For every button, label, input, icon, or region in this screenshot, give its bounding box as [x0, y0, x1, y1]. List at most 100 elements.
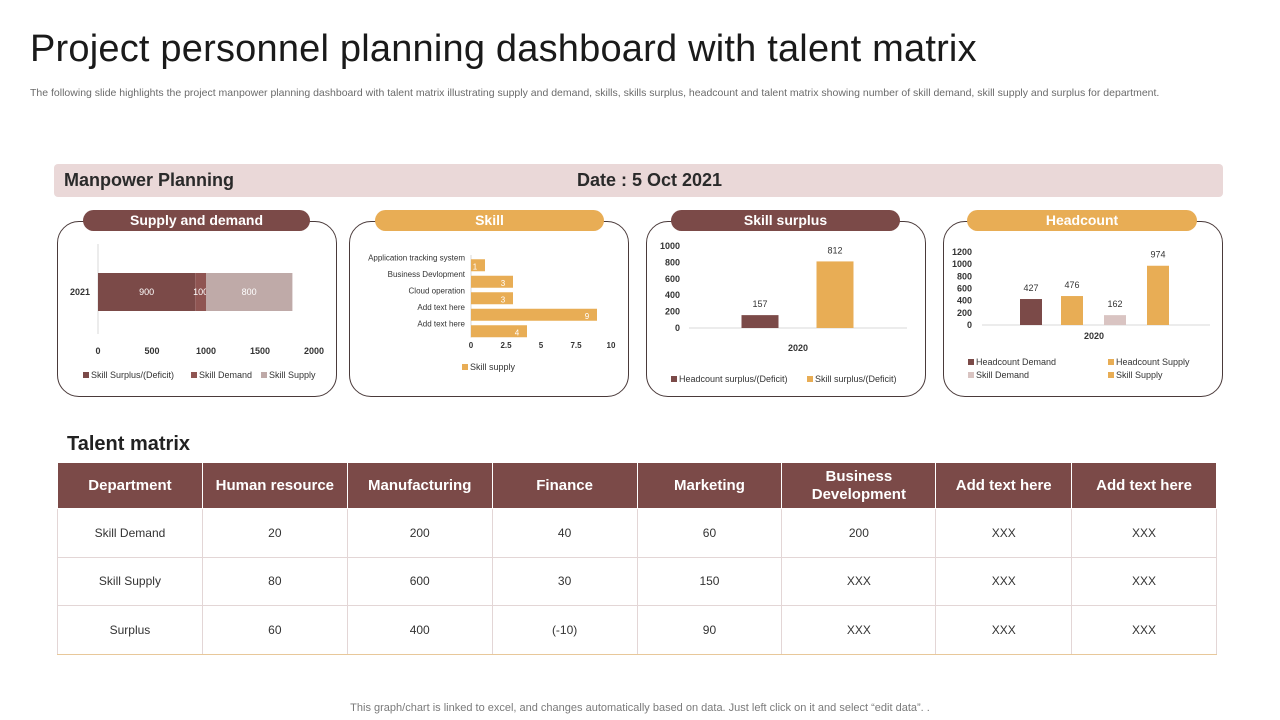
legend-label: Headcount Supply — [1116, 357, 1190, 367]
data-label: 3 — [501, 279, 506, 288]
table-cell: Surplus — [57, 605, 203, 655]
header-cell: Manufacturing — [346, 462, 493, 509]
talent-matrix-table: Department Human resource Manufacturing … — [57, 462, 1217, 655]
legend-swatch — [1108, 359, 1114, 365]
table-row: Surplus 60 400 (-10) 90 XXX XXX XXX — [57, 605, 1217, 655]
y-tick-label: 400 — [665, 290, 680, 300]
table-cell: 90 — [636, 605, 783, 655]
supply-demand-chart[interactable]: 2021 900 100 800 0 500 1000 1500 2000 Skill Surpl… — [58, 222, 338, 398]
supply-demand-panel: 2021 900 100 800 0 500 1000 1500 2000 Skill Surpl… — [57, 221, 337, 397]
legend-label: Skill Demand — [976, 370, 1029, 380]
x-tick-label: 2.5 — [500, 341, 512, 350]
data-label: 812 — [827, 245, 842, 255]
table-cell: 600 — [346, 556, 493, 606]
table-row: Skill Demand 20 200 40 60 200 XXX XXX — [57, 508, 1217, 558]
bar — [471, 275, 513, 288]
x-tick-label: 1000 — [196, 346, 216, 356]
legend-label: Headcount Demand — [976, 357, 1056, 367]
bar — [471, 325, 527, 338]
bar — [206, 273, 293, 311]
skill-surplus-chart[interactable]: 0 200 400 600 800 1000 157 812 2020 Headcount sur… — [647, 222, 927, 398]
x-tick-label: 2020 — [788, 343, 808, 353]
page-title: Project personnel planning dashboard wit… — [30, 28, 977, 70]
legend-swatch — [83, 372, 89, 378]
manpower-banner: Manpower Planning Date : 5 Oct 2021 — [54, 164, 1223, 197]
legend-swatch — [807, 376, 813, 382]
y-tick-label: 1000 — [952, 259, 972, 269]
bar — [471, 259, 485, 272]
table-cell: (-10) — [491, 605, 638, 655]
table-cell: XXX — [935, 605, 1073, 655]
data-label: 162 — [1107, 299, 1122, 309]
banner-heading: Manpower Planning — [64, 170, 235, 190]
x-tick-label: 7.5 — [570, 341, 582, 350]
table-cell: Skill Demand — [57, 508, 203, 558]
data-label: 974 — [1150, 250, 1165, 260]
legend-label: Skill Demand — [199, 370, 252, 380]
y-tick-label: 600 — [957, 284, 972, 294]
legend-swatch — [671, 376, 677, 382]
headcount-chart[interactable]: 0 200 400 600 800 1000 1200 427 476 162 974 2020 Hea… — [944, 222, 1224, 398]
table-cell: 30 — [491, 556, 638, 606]
category-label: Business Devlopment — [388, 270, 466, 279]
table-header-row: Department Human resource Manufacturing … — [57, 462, 1217, 509]
y-tick-label: 400 — [957, 296, 972, 306]
bar — [816, 261, 854, 328]
banner-date: Date : 5 Oct 2021 — [577, 170, 723, 190]
table-cell: 200 — [346, 508, 493, 558]
bar — [98, 273, 196, 311]
bar — [1061, 296, 1083, 325]
bar — [471, 292, 513, 305]
legend-label: Headcount surplus/(Deficit) — [679, 374, 788, 384]
table-row: Skill Supply 80 600 30 150 XXX XXX XXX — [57, 556, 1217, 606]
table-cell: XXX — [935, 508, 1073, 558]
table-cell: 400 — [346, 605, 493, 655]
table-cell: 200 — [781, 508, 937, 558]
table-cell: XXX — [1071, 605, 1217, 655]
table-cell: XXX — [1071, 508, 1217, 558]
skill-surplus-panel: 0 200 400 600 800 1000 157 812 2020 Headcount sur… — [646, 221, 926, 397]
header-cell: Add text here — [1071, 462, 1217, 509]
y-tick-label: 200 — [957, 308, 972, 318]
header-cell: Department — [57, 462, 203, 509]
data-label: 800 — [242, 287, 257, 297]
y-tick-label: 800 — [957, 271, 972, 281]
legend-swatch — [1108, 372, 1114, 378]
table-cell: Skill Supply — [57, 556, 203, 606]
data-label: 476 — [1064, 280, 1079, 290]
bar — [1147, 265, 1169, 325]
legend-label: Skill Surplus/(Deficit) — [91, 370, 174, 380]
data-label: 427 — [1023, 283, 1038, 293]
category-label: Application tracking system — [368, 253, 465, 262]
y-tick-label: 200 — [665, 307, 680, 317]
table-cell: XXX — [781, 556, 937, 606]
category-label: Add text here — [417, 319, 465, 328]
legend-swatch — [261, 372, 267, 378]
page-subtitle: The following slide highlights the proje… — [30, 87, 1160, 99]
headcount-panel: 0 200 400 600 800 1000 1200 427 476 162 974 2020 Hea… — [943, 221, 1223, 397]
legend-swatch — [191, 372, 197, 378]
legend-swatch — [462, 364, 468, 370]
data-label: 157 — [752, 299, 767, 309]
legend-label: Skill surplus/(Deficit) — [815, 374, 897, 384]
header-cell: Finance — [491, 462, 638, 509]
y-tick-label: 800 — [665, 257, 680, 267]
table-cell: XXX — [935, 556, 1073, 606]
bar — [471, 308, 597, 321]
table-cell: XXX — [1071, 556, 1217, 606]
headcount-pill: Headcount — [967, 210, 1197, 231]
skill-chart[interactable]: Application tracking system 1 Business Dev… — [350, 222, 630, 398]
table-cell: 80 — [201, 556, 348, 606]
y-tick-label: 1000 — [660, 241, 680, 251]
category-label: Add text here — [417, 303, 465, 312]
table-cell: 60 — [636, 508, 783, 558]
x-tick-label: 1500 — [250, 346, 270, 356]
header-cell: Marketing — [636, 462, 783, 509]
bar — [741, 315, 779, 328]
bar — [1020, 299, 1042, 325]
x-tick-label: 0 — [469, 341, 474, 350]
table-cell: 20 — [201, 508, 348, 558]
bar — [195, 273, 206, 311]
data-label: 9 — [585, 312, 590, 321]
skill-panel: Application tracking system 1 Business Dev… — [349, 221, 629, 397]
